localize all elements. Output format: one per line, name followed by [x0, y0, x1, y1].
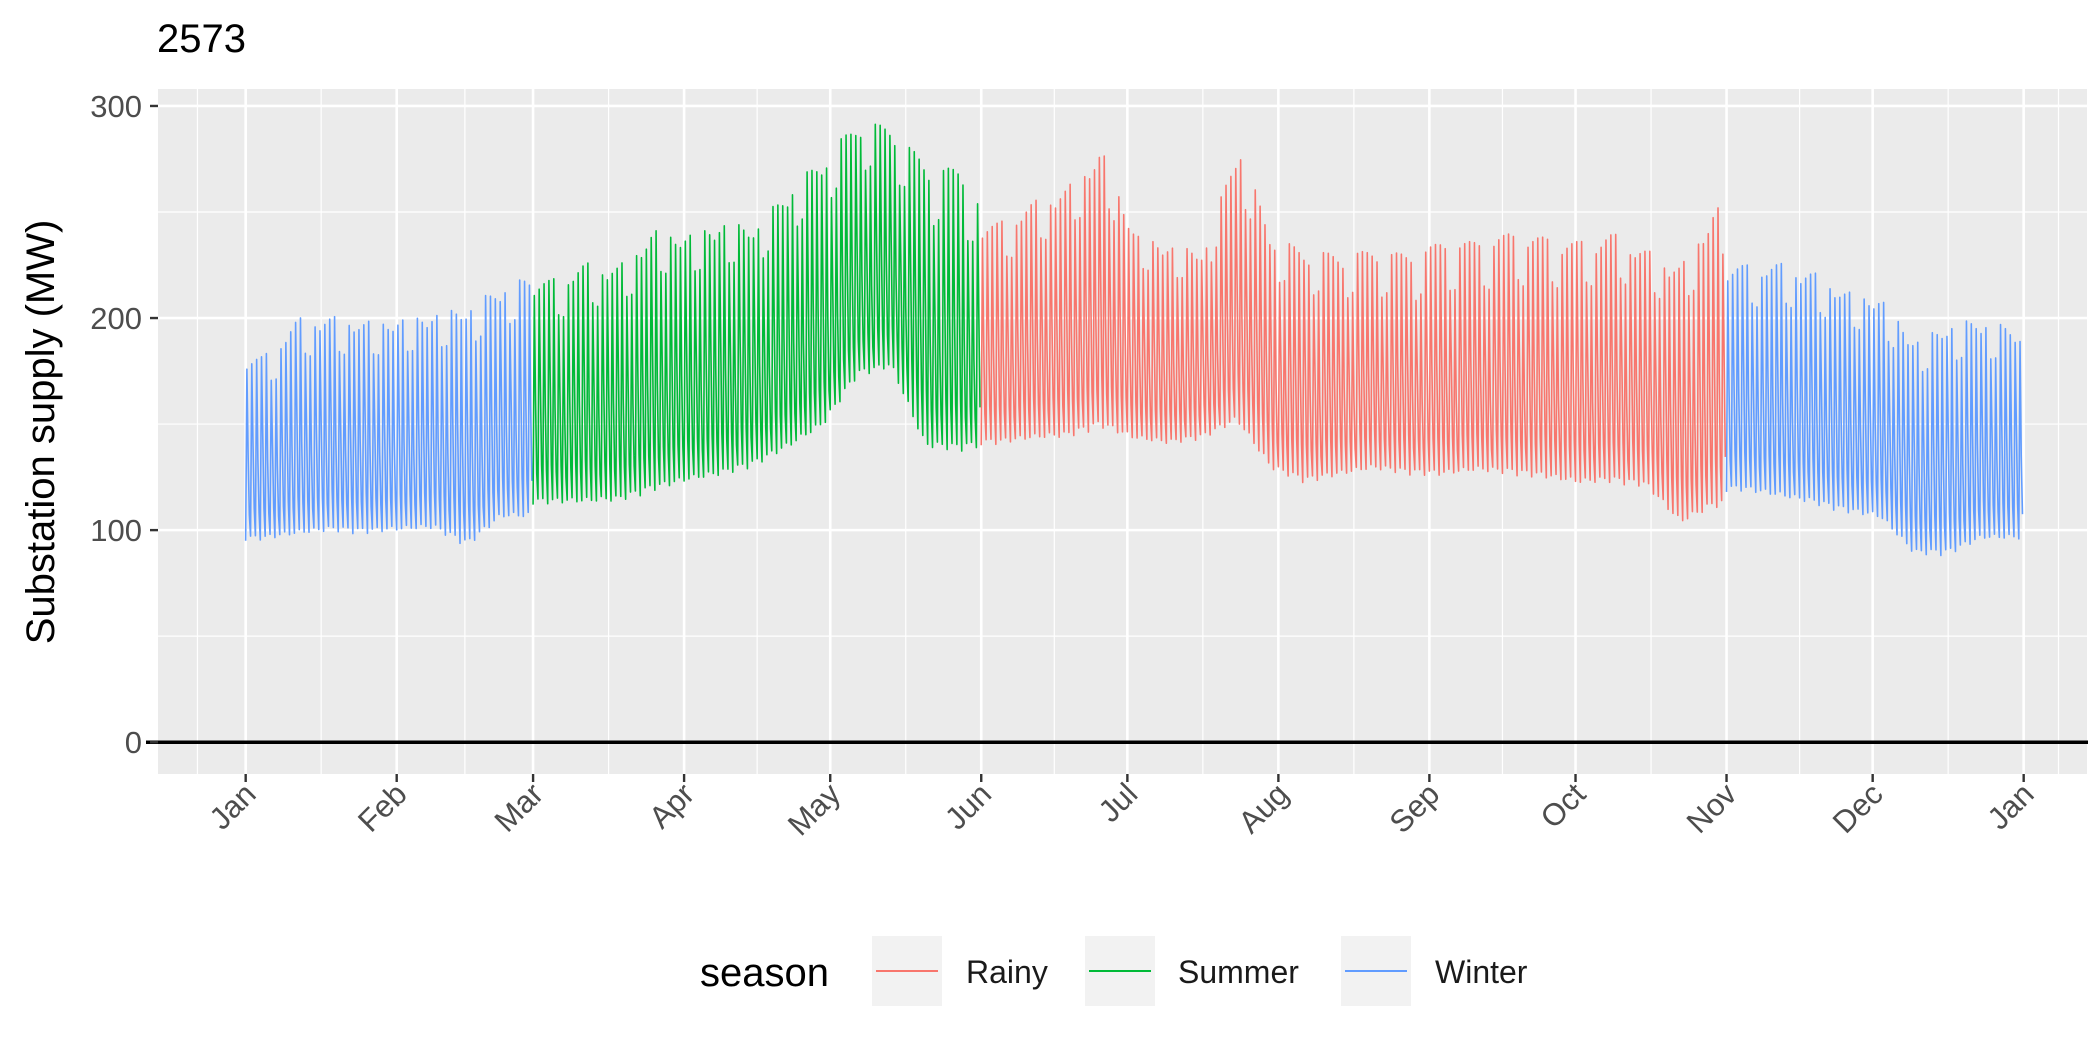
x-tick-label: Aug	[1232, 776, 1296, 840]
series-line-winter	[244, 279, 533, 545]
series-line-summer	[532, 123, 981, 505]
y-tick-label: 0	[125, 725, 142, 760]
series-line-rainy	[980, 155, 1727, 522]
y-tick-label: 200	[90, 301, 142, 336]
x-tick-label: May	[781, 776, 848, 843]
legend-label-rainy: Rainy	[966, 954, 1048, 990]
y-tick-label: 100	[90, 513, 142, 548]
x-tick-label: Jun	[938, 776, 998, 836]
x-axis: Jan Feb Mar Apr May Jun Jul Aug Sep Oct Nov Dec Jan	[203, 774, 2041, 842]
legend-label-summer: Summer	[1178, 954, 1299, 990]
x-tick-label: Jan	[1981, 776, 2041, 836]
legend-title: season	[700, 951, 829, 995]
legend: season Rainy Summer Winter	[700, 936, 1528, 1006]
x-tick-label: Oct	[1534, 776, 1593, 835]
legend-label-winter: Winter	[1435, 954, 1528, 990]
x-tick-label: Jan	[203, 776, 263, 836]
x-tick-label: Sep	[1383, 776, 1447, 840]
series-layer	[244, 123, 2024, 557]
y-axis: 0 100 200 300	[90, 89, 158, 760]
y-axis-label: Substation supply (MW)	[19, 220, 63, 645]
x-tick-label: Jul	[1092, 776, 1145, 829]
x-tick-label: Feb	[351, 776, 414, 839]
x-tick-label: Nov	[1680, 776, 1744, 840]
series-line-winter	[1725, 262, 2024, 557]
x-tick-label: Mar	[488, 776, 551, 839]
y-tick-label: 300	[90, 89, 142, 124]
x-tick-label: Apr	[642, 776, 701, 835]
x-tick-label: Dec	[1826, 776, 1890, 840]
chart-title: 2573	[157, 17, 246, 61]
